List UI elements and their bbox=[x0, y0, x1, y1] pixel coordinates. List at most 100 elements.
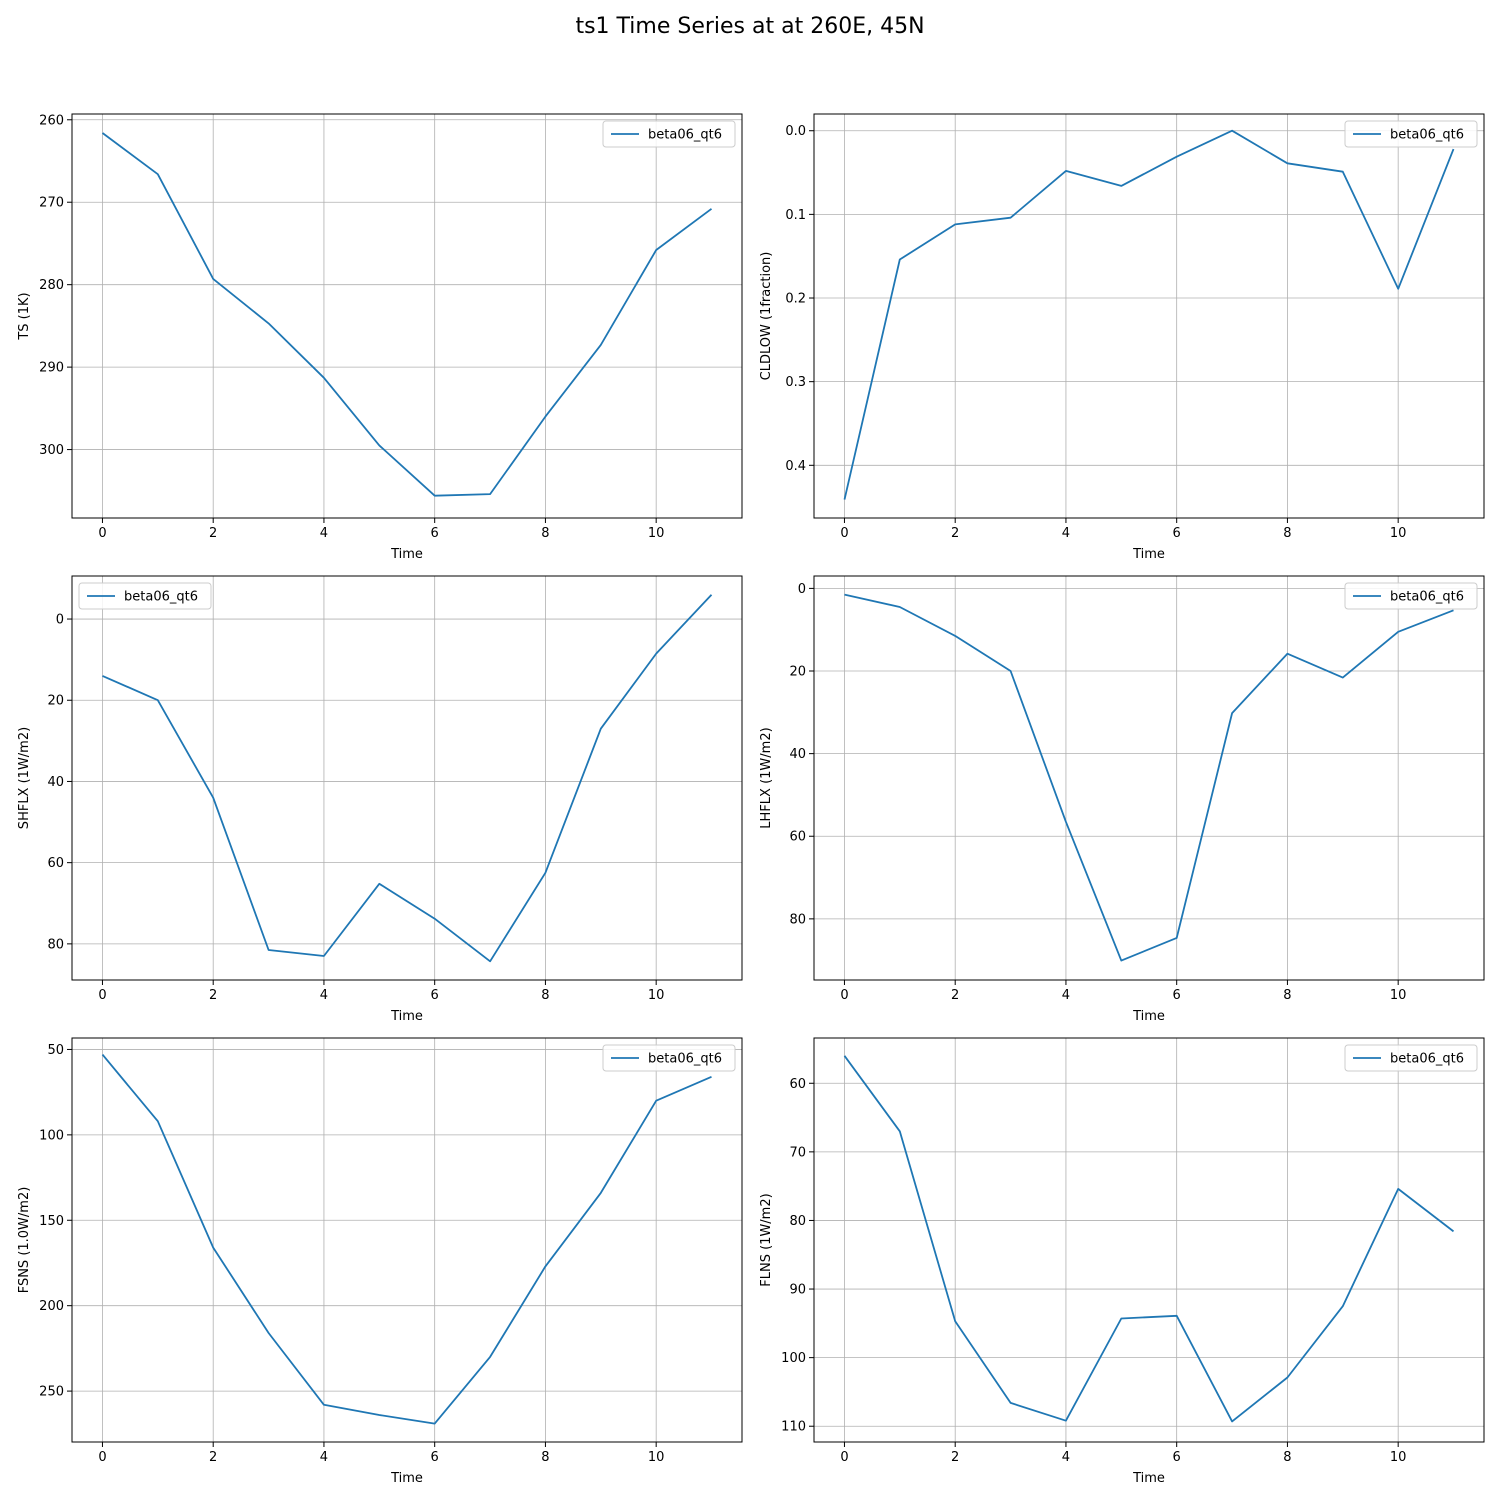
x-tick-label: 10 bbox=[1390, 988, 1407, 1003]
x-tick-label: 2 bbox=[951, 988, 959, 1003]
x-tick-label: 10 bbox=[648, 526, 665, 541]
legend-box bbox=[602, 1044, 736, 1072]
x-tick-label: 8 bbox=[541, 988, 549, 1003]
x-tick-label: 10 bbox=[1390, 1450, 1407, 1465]
legend-box bbox=[602, 120, 736, 148]
legend-label: beta06_qt6 bbox=[648, 1052, 722, 1067]
y-axis-label: TS (1K) bbox=[17, 292, 32, 340]
legend-label: beta06_qt6 bbox=[1390, 1052, 1464, 1067]
y-tick-label: 270 bbox=[39, 196, 64, 211]
y-axis-label: FLNS (1W/m2) bbox=[759, 1193, 774, 1286]
legend-box bbox=[78, 582, 212, 610]
series-line-1 bbox=[101, 1054, 712, 1425]
legend-box bbox=[1344, 582, 1478, 610]
x-tick-label: 6 bbox=[431, 1450, 439, 1465]
x-axis-label: Time bbox=[1132, 1009, 1165, 1024]
y-tick-label: 50 bbox=[47, 1043, 64, 1058]
y-tick-label: 280 bbox=[39, 278, 64, 293]
y-tick-label: 0 bbox=[56, 613, 64, 628]
x-axis-label: Time bbox=[390, 1471, 423, 1486]
y-tick-label: 60 bbox=[47, 856, 64, 871]
y-tick-label: 90 bbox=[789, 1283, 806, 1298]
y-axis-label: FSNS (1.0W/m2) bbox=[17, 1187, 32, 1294]
y-tick-label: 0.0 bbox=[785, 124, 806, 139]
series-line-1 bbox=[843, 129, 1455, 500]
x-tick-label: 2 bbox=[209, 988, 217, 1003]
series-line-1 bbox=[843, 1055, 1455, 1423]
y-tick-label: 290 bbox=[39, 361, 64, 376]
legend: beta06_qt6 bbox=[1344, 1044, 1478, 1072]
y-tick-label: 70 bbox=[789, 1145, 806, 1160]
x-tick-label: 6 bbox=[431, 988, 439, 1003]
series-line-1 bbox=[102, 594, 713, 963]
legend-box bbox=[1344, 120, 1478, 148]
legend-label: beta06_qt6 bbox=[124, 590, 198, 605]
axes-frame bbox=[71, 113, 743, 519]
y-tick-label: 80 bbox=[47, 937, 64, 952]
x-tick-label: 4 bbox=[1062, 988, 1070, 1003]
y-axis-label: LHFLX (1W/m2) bbox=[759, 727, 774, 828]
y-tick-label: 250 bbox=[39, 1385, 64, 1400]
x-tick-label: 6 bbox=[1173, 988, 1181, 1003]
chart-panel-2: 0 2 4 6 8 10 0.0 0.1 0.2 0.3 0.4 Time CLDLOW (1fract… bbox=[759, 113, 1485, 562]
x-tick-label: 4 bbox=[320, 526, 328, 541]
x-tick-label: 2 bbox=[951, 1450, 959, 1465]
y-tick-label: 40 bbox=[47, 775, 64, 790]
x-tick-label: 8 bbox=[1283, 988, 1291, 1003]
x-tick-label: 2 bbox=[951, 526, 959, 541]
x-axis-label: Time bbox=[1132, 547, 1165, 562]
legend-box bbox=[1344, 1044, 1478, 1072]
series-line-1 bbox=[844, 593, 1454, 962]
x-tick-label: 6 bbox=[1173, 526, 1181, 541]
figure-title: ts1 Time Series at at 260E, 45N bbox=[575, 14, 925, 39]
axes-frame bbox=[813, 1037, 1485, 1443]
chart-panel-1: 0 2 4 6 8 10 260 270 280 290 300 Time TS (1K) beta06_… bbox=[17, 113, 743, 562]
y-tick-label: 0.4 bbox=[785, 459, 806, 474]
legend: beta06_qt6 bbox=[1344, 120, 1478, 148]
x-tick-label: 4 bbox=[320, 988, 328, 1003]
x-tick-label: 0 bbox=[98, 526, 106, 541]
x-axis-label: Time bbox=[390, 547, 423, 562]
x-axis-label: Time bbox=[1132, 1471, 1165, 1486]
axes-frame bbox=[71, 1037, 743, 1443]
x-tick-label: 8 bbox=[541, 526, 549, 541]
y-tick-label: 20 bbox=[47, 694, 64, 709]
y-axis-label: SHFLX (1W/m2) bbox=[17, 727, 32, 829]
x-tick-label: 10 bbox=[648, 1450, 665, 1465]
legend-label: beta06_qt6 bbox=[1390, 128, 1464, 143]
chart-panel-5: 0 2 4 6 8 10 50 100 150 200 250 Time FSNS (1.0W/m2) b… bbox=[17, 1037, 743, 1486]
legend: beta06_qt6 bbox=[1344, 582, 1478, 610]
y-tick-label: 300 bbox=[39, 443, 64, 458]
x-tick-label: 8 bbox=[1283, 526, 1291, 541]
legend: beta06_qt6 bbox=[602, 120, 736, 148]
y-tick-label: 60 bbox=[789, 830, 806, 845]
x-tick-label: 8 bbox=[1283, 1450, 1291, 1465]
axes-frame bbox=[813, 575, 1485, 981]
x-tick-label: 0 bbox=[840, 988, 848, 1003]
legend: beta06_qt6 bbox=[602, 1044, 736, 1072]
y-tick-label: 0.3 bbox=[785, 375, 806, 390]
y-tick-label: 100 bbox=[39, 1128, 64, 1143]
y-tick-label: 110 bbox=[781, 1420, 806, 1435]
axes-frame bbox=[71, 575, 743, 981]
x-tick-label: 0 bbox=[840, 1450, 848, 1465]
x-tick-label: 0 bbox=[98, 988, 106, 1003]
axes-frame bbox=[813, 113, 1485, 519]
x-tick-label: 0 bbox=[840, 526, 848, 541]
y-tick-label: 150 bbox=[39, 1214, 64, 1229]
x-tick-label: 10 bbox=[648, 988, 665, 1003]
x-tick-label: 10 bbox=[1390, 526, 1407, 541]
chart-panel-3: 0 2 4 6 8 10 0 20 40 60 80 Time SHFLX (1W/m2) beta06_… bbox=[17, 575, 743, 1024]
y-tick-label: 0 bbox=[798, 582, 806, 597]
x-axis-label: Time bbox=[390, 1009, 423, 1024]
x-tick-label: 2 bbox=[209, 526, 217, 541]
series-line-1 bbox=[101, 132, 713, 497]
y-tick-label: 80 bbox=[789, 912, 806, 927]
y-axis-label: CLDLOW (1fraction) bbox=[759, 252, 774, 381]
y-tick-label: 260 bbox=[39, 113, 64, 128]
y-tick-label: 0.1 bbox=[785, 208, 806, 223]
x-tick-label: 2 bbox=[209, 1450, 217, 1465]
y-tick-label: 80 bbox=[789, 1214, 806, 1229]
x-tick-label: 6 bbox=[431, 526, 439, 541]
